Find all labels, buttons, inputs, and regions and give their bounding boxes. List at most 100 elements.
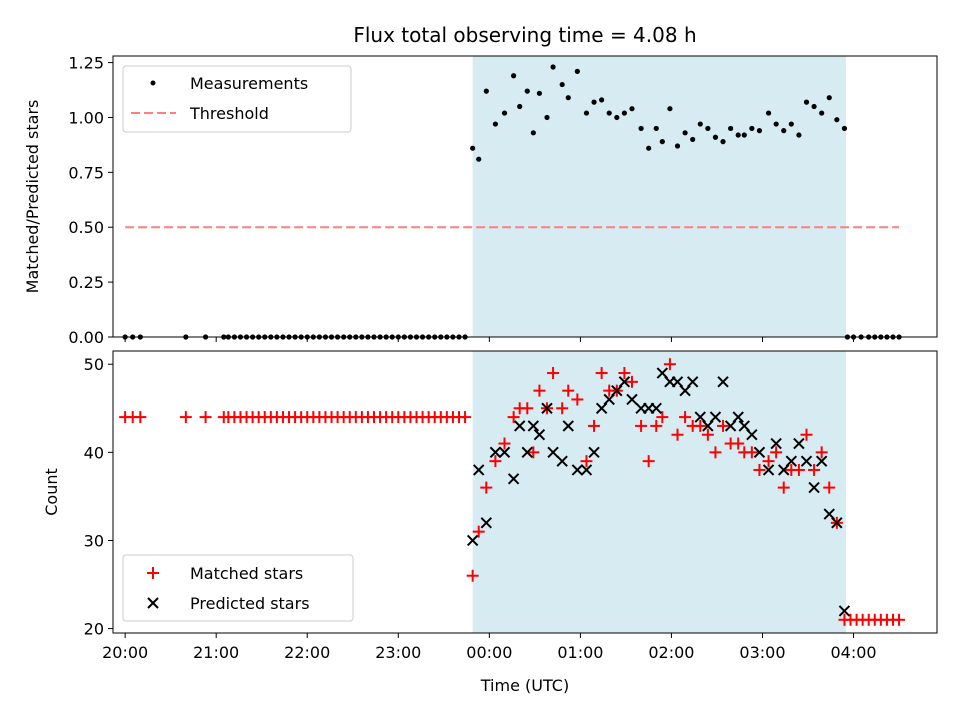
measurement-point: [470, 145, 476, 151]
matched-star-point: [745, 446, 758, 459]
bottom-y-axis-label: Count: [42, 468, 61, 516]
top-data-points: [122, 64, 902, 340]
predicted-star-point: [618, 376, 631, 388]
measurement-point: [834, 117, 840, 123]
measurement-point: [841, 125, 848, 132]
matched-star-point: [701, 428, 714, 441]
measurement-point: [591, 99, 597, 105]
matched-star-point: [717, 419, 730, 432]
matched-star-point: [808, 463, 821, 476]
predicted-star-point: [521, 446, 533, 459]
matched-star-point: [815, 446, 828, 459]
matched-star-point: [134, 411, 147, 424]
predicted-star-point: [815, 455, 828, 467]
bottom-shaded-region: [472, 351, 846, 633]
predicted-star-point: [746, 429, 758, 441]
measurement-point: [674, 143, 681, 149]
y-tick-label: 20: [84, 620, 104, 639]
measurement-point: [599, 97, 605, 103]
measurement-point: [501, 110, 508, 116]
y-tick-label: 30: [84, 531, 104, 550]
legend-predicted-label: Predicted stars: [190, 594, 310, 613]
matched-star-point: [650, 419, 663, 432]
predicted-star-point: [489, 446, 502, 459]
measurement-point: [574, 68, 580, 74]
predicted-star-point: [498, 446, 511, 459]
top-shaded-region: [472, 56, 846, 337]
measurement-point: [826, 95, 832, 101]
matched-star-point: [521, 402, 534, 415]
predicted-star-point: [808, 481, 820, 494]
matched-star-point: [656, 411, 669, 424]
predicted-star-point: [466, 534, 479, 547]
bottom-panel: 20 30 40 50 20:00 21:00 22:00 23:00 00:00 01:00 02…: [42, 350, 938, 695]
top-ticks: 0.00 0.25 0.50 0.75 1.00 1.25: [68, 54, 855, 347]
matched-star-point: [489, 455, 502, 468]
matched-star-point: [580, 455, 593, 468]
measurement-point: [530, 130, 536, 136]
measurement-point: [796, 132, 802, 138]
measurement-point: [756, 128, 763, 134]
matched-star-point: [671, 428, 684, 441]
matched-star-point: [663, 358, 676, 371]
matched-star-point: [625, 375, 638, 388]
measurement-point: [629, 106, 635, 112]
x-tick-label: 21:00: [193, 643, 239, 662]
matched-star-point: [777, 481, 790, 494]
measurement-point: [803, 99, 810, 105]
predicted-star-point: [527, 420, 540, 432]
measurement-point: [659, 139, 665, 145]
legend-predicted-marker: [147, 597, 159, 609]
matched-star-point: [762, 455, 775, 468]
predicted-star-point: [831, 517, 843, 529]
measurement-point: [511, 73, 517, 79]
y-tick-label: 1.25: [68, 54, 104, 73]
measurement-point: [614, 114, 620, 121]
matched-star-point: [533, 384, 546, 397]
y-tick-label: 0.75: [68, 163, 104, 182]
matched-star-point: [472, 525, 485, 538]
measurement-point: [705, 125, 711, 132]
measurement-point: [621, 110, 627, 116]
matched-star-point: [709, 446, 722, 459]
measurement-point: [781, 128, 787, 134]
top-axes-frame: [112, 55, 938, 338]
matched-star-point: [498, 437, 511, 450]
legend-measurements-label: Measurements: [190, 74, 308, 93]
predicted-star-point: [626, 393, 638, 406]
predicted-star-point: [513, 420, 526, 432]
predicted-star-point: [507, 473, 520, 485]
predicted-star-point: [480, 517, 493, 529]
measurement-point: [646, 145, 652, 151]
matched-star-point: [893, 613, 906, 626]
x-tick-label: 00:00: [466, 643, 512, 662]
measurement-point: [492, 121, 499, 127]
bottom-axes-frame: [112, 350, 938, 634]
x-tick-label: 03:00: [739, 643, 785, 662]
x-tick-label: 20:00: [102, 643, 148, 662]
measurement-point: [749, 125, 755, 132]
measurement-point: [788, 121, 794, 127]
measurement-point: [741, 132, 747, 138]
predicted-star-point: [800, 455, 813, 467]
measurement-point: [476, 156, 482, 162]
predicted-star-point: [562, 420, 574, 432]
measurement-point: [773, 121, 779, 127]
legend-matched-marker: [147, 567, 159, 579]
matched-star-point: [179, 411, 192, 424]
y-tick-label: 40: [84, 443, 104, 462]
matched-star-point: [823, 481, 836, 494]
measurement-point: [682, 130, 688, 136]
bottom-data-points: [119, 358, 906, 626]
matched-star-point: [571, 393, 584, 406]
matched-star-point: [618, 367, 631, 380]
legend-threshold-label: Threshold: [189, 104, 269, 123]
matched-star-point: [753, 463, 766, 476]
x-axis-label: Time (UTC): [480, 676, 569, 695]
predicted-star-point: [533, 429, 546, 441]
top-legend: Measurements Threshold: [122, 65, 352, 133]
measurement-point: [690, 136, 696, 143]
measurement-point: [811, 103, 817, 110]
measurement-point: [544, 114, 550, 121]
measurement-point: [712, 134, 719, 140]
